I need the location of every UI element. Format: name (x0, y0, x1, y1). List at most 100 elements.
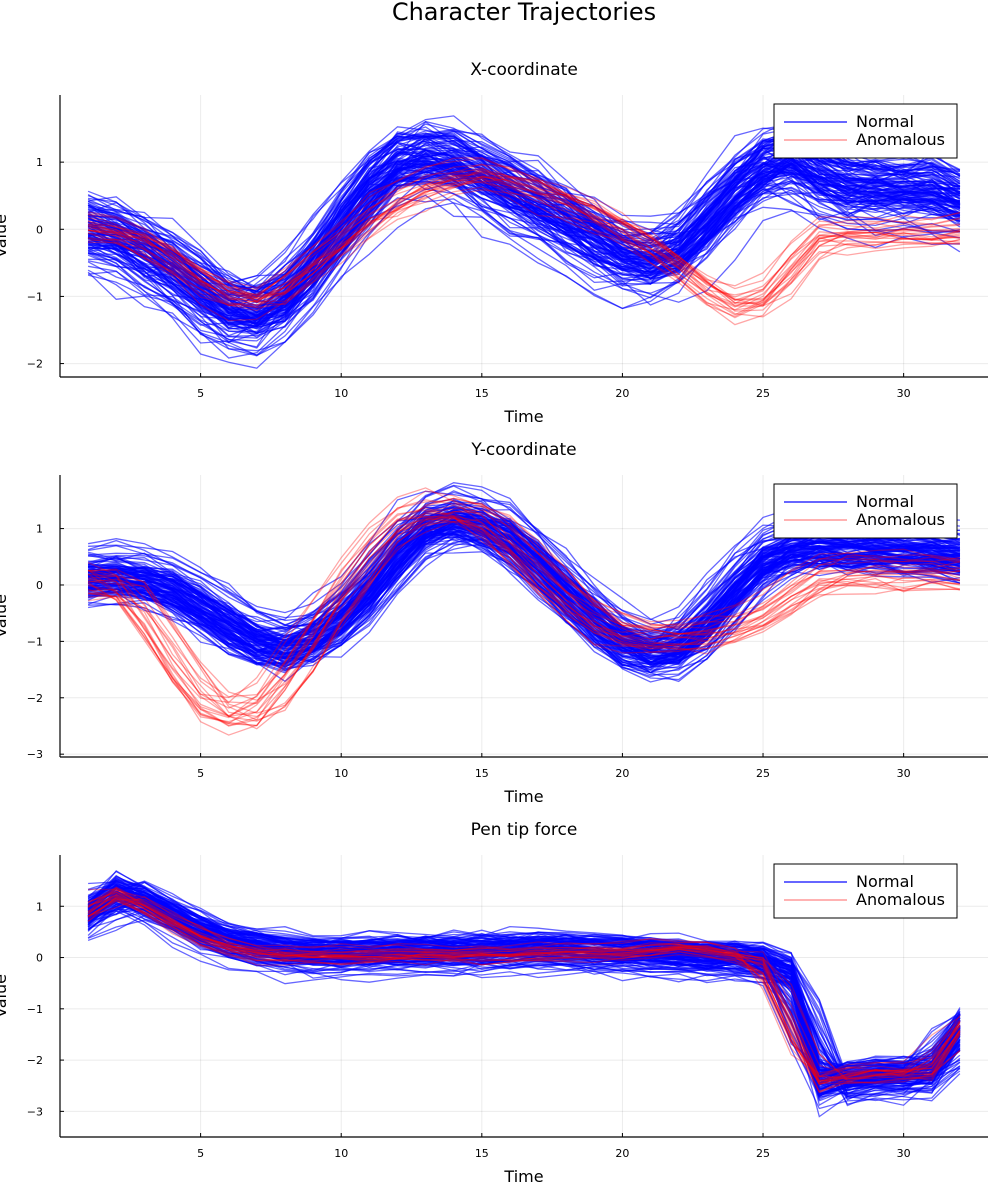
trajectory-line (88, 504, 960, 718)
legend-box (773, 103, 958, 159)
trajectory-line (87, 886, 961, 1077)
x-tick-label: 30 (897, 1147, 911, 1160)
trajectory-line (88, 183, 961, 369)
trajectory-line (87, 499, 961, 698)
trajectory-line (87, 512, 961, 718)
trajectory-line (87, 175, 960, 312)
y-tick-label: −2 (27, 1054, 43, 1067)
y-axis-label: Value (0, 974, 10, 1018)
trajectory-line (87, 897, 961, 1083)
trajectory-line (87, 898, 961, 1082)
trajectory-line (87, 895, 961, 1080)
x-tick-label: 30 (897, 767, 911, 780)
trajectory-line (88, 517, 961, 730)
trajectory-line (88, 176, 960, 304)
trajectory-line (87, 526, 961, 668)
y-tick-label: 0 (36, 952, 43, 965)
trajectory-line (88, 497, 960, 701)
series-anomalous (87, 156, 961, 326)
trajectory-line (88, 505, 961, 714)
legend-label-anomalous: Anomalous (856, 510, 945, 529)
trajectory-line (87, 157, 960, 320)
figure-title: Character Trajectories (392, 0, 656, 26)
x-tick-label: 5 (197, 387, 204, 400)
subplot-title: X-coordinate (470, 60, 578, 80)
x-tick-label: 20 (615, 1147, 629, 1160)
trajectory-line (87, 164, 961, 302)
trajectory-line (87, 900, 961, 1094)
series-normal (87, 870, 961, 1118)
legend-box (773, 483, 958, 539)
trajectory-line (87, 136, 961, 307)
trajectory-line (88, 516, 960, 727)
trajectory-line (87, 530, 960, 674)
trajectory-line (87, 517, 961, 654)
trajectory-line (87, 202, 960, 352)
trajectory-line (87, 162, 961, 311)
subplot-title: Pen tip force (471, 820, 578, 840)
trajectory-line (87, 179, 960, 356)
y-tick-label: 0 (36, 579, 43, 592)
subplot-2: Y-coordinate 5 10 15 20 25 30 −3 −2 −1 0 1 Time Value… (0, 440, 988, 806)
trajectory-line (88, 167, 960, 305)
x-tick-label: 25 (756, 767, 770, 780)
trajectory-line (87, 179, 961, 339)
subplot-title: Y-coordinate (470, 440, 576, 460)
trajectory-line (87, 499, 961, 709)
trajectory-line (87, 509, 960, 719)
x-tick-label: 25 (756, 1147, 770, 1160)
x-tick-label: 10 (334, 767, 348, 780)
trajectory-line (87, 907, 961, 1118)
trajectory-line (87, 907, 961, 1099)
trajectory-line (87, 893, 961, 1085)
y-axis-label: Value (0, 214, 10, 258)
trajectory-line (87, 179, 960, 318)
trajectory-line (87, 168, 960, 302)
trajectory-line (87, 180, 960, 332)
trajectory-line (87, 188, 960, 359)
trajectory-line (87, 170, 960, 344)
trajectory-line (88, 529, 961, 666)
trajectory-line (87, 517, 960, 727)
trajectory-line (88, 131, 961, 310)
trajectory-line (87, 172, 961, 306)
trajectory-line (87, 179, 961, 311)
trajectory-line (87, 894, 961, 1081)
trajectory-line (87, 177, 960, 316)
trajectory-line (87, 887, 961, 1077)
legend-label-normal: Normal (856, 872, 914, 891)
trajectory-line (88, 177, 961, 307)
trajectory-line (87, 899, 961, 1090)
trajectory-line (87, 157, 961, 290)
x-tick-label: 25 (756, 387, 770, 400)
subplot-1: X-coordinate 5 10 15 20 25 30 −2 −1 0 1 Time Value No… (0, 60, 988, 426)
trajectory-line (87, 158, 960, 329)
x-tick-label: 30 (897, 387, 911, 400)
legend-box (773, 863, 958, 919)
y-tick-label: −1 (27, 290, 43, 303)
trajectory-line (88, 186, 961, 326)
trajectory-line (87, 515, 960, 723)
legend-label-anomalous: Anomalous (856, 890, 945, 909)
trajectory-line (87, 893, 961, 1082)
trajectory-line (88, 528, 961, 668)
trajectory-line (88, 154, 961, 317)
x-tick-label: 10 (334, 387, 348, 400)
trajectory-line (88, 527, 961, 657)
trajectory-line (88, 171, 960, 306)
trajectory-line (87, 507, 960, 717)
trajectory-line (88, 156, 960, 317)
legend-label-anomalous: Anomalous (856, 130, 945, 149)
subplot-3: Pen tip force 5 10 15 20 25 30 −3 −2 −1 0 1 Time Valu… (0, 820, 988, 1186)
y-tick-label: −2 (27, 692, 43, 705)
trajectory-line (88, 888, 961, 1074)
trajectory-line (88, 174, 961, 308)
trajectory-line (88, 149, 961, 317)
trajectory-line (87, 889, 961, 1074)
y-tick-label: −3 (27, 748, 43, 761)
trajectory-line (87, 487, 961, 704)
trajectory-line (87, 897, 961, 1082)
x-tick-label: 10 (334, 1147, 348, 1160)
